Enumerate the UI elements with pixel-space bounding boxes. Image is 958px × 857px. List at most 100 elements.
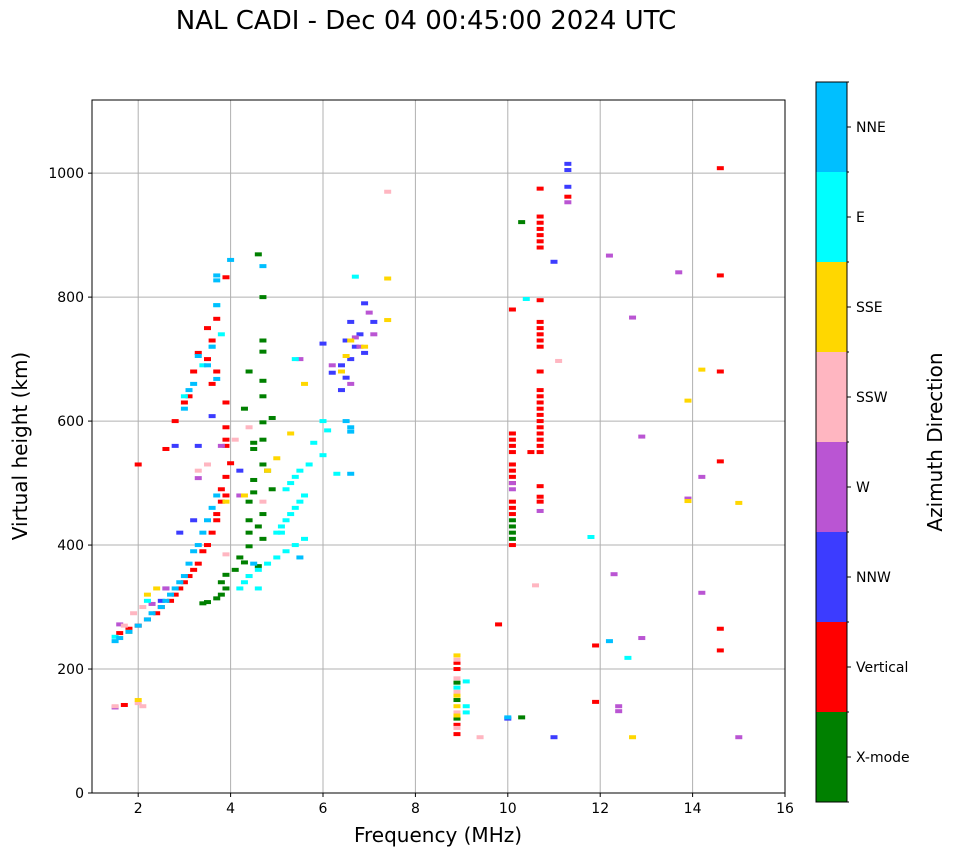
echo-point: [615, 709, 623, 714]
echo-point: [716, 459, 724, 464]
colorbar: X-mode Vertical NNW W SSW SSE E NNE: [815, 81, 910, 803]
echo-point: [522, 296, 530, 301]
echo-point: [162, 598, 170, 603]
echo-point: [111, 704, 119, 709]
echo-point: [190, 381, 198, 386]
echo-point: [624, 655, 632, 660]
echo-point: [273, 456, 281, 461]
echo-point: [370, 319, 378, 324]
colorbar-tick-label: Vertical: [856, 660, 908, 676]
echo-point: [351, 274, 359, 279]
echo-point: [222, 474, 230, 479]
echo-point: [564, 161, 572, 166]
echo-point: [194, 443, 202, 448]
echo-point: [217, 443, 225, 448]
echo-point: [361, 350, 369, 355]
echo-point: [605, 253, 613, 258]
echo-point: [259, 437, 267, 442]
echo-point: [245, 530, 253, 535]
echo-point: [361, 301, 369, 306]
echo-point: [190, 549, 198, 554]
echo-point: [592, 699, 600, 704]
colorbar-tick-label: E: [856, 210, 865, 226]
echo-point: [564, 184, 572, 189]
echo-point: [222, 400, 230, 405]
echo-point: [185, 561, 193, 566]
echo-point: [213, 316, 221, 321]
echo-point: [254, 567, 262, 572]
echo-point: [259, 462, 267, 467]
echo-point: [143, 617, 151, 622]
echo-point: [162, 446, 170, 451]
colorbar-tick-label: NNE: [856, 120, 886, 136]
echo-point: [615, 704, 623, 709]
x-tick-label: 14: [684, 801, 702, 817]
echo-point: [453, 710, 461, 715]
echo-point: [222, 443, 230, 448]
echo-point: [222, 437, 230, 442]
echo-point: [240, 580, 248, 585]
echo-point: [199, 549, 207, 554]
x-axis: 2 4 6 8 10 12 14 16: [134, 793, 794, 817]
echo-point: [453, 732, 461, 737]
echo-point: [536, 484, 544, 489]
echo-point: [167, 598, 175, 603]
echo-point: [153, 611, 161, 616]
echo-point: [199, 601, 207, 606]
echo-point: [365, 310, 373, 315]
echo-point: [199, 363, 207, 368]
echo-point: [508, 536, 516, 541]
echo-point: [301, 536, 309, 541]
echo-point: [167, 592, 175, 597]
echo-point: [277, 524, 285, 529]
echo-point: [217, 592, 225, 597]
echo-point: [120, 702, 128, 707]
echo-point: [296, 499, 304, 504]
echo-point: [296, 357, 304, 362]
echo-point: [171, 586, 179, 591]
echo-point: [518, 220, 526, 225]
echo-point: [208, 338, 216, 343]
echo-point: [250, 440, 258, 445]
echo-point: [171, 592, 179, 597]
echo-point: [337, 363, 345, 368]
echo-point: [245, 369, 253, 374]
echo-point: [199, 530, 207, 535]
echo-point: [508, 518, 516, 523]
echo-point: [282, 549, 290, 554]
colorbar-tick-label: SSW: [856, 390, 888, 406]
echo-point: [134, 462, 142, 467]
echo-point: [222, 493, 230, 498]
echo-point: [190, 567, 198, 572]
echo-point: [536, 220, 544, 225]
echo-point: [351, 344, 359, 349]
echo-point: [532, 583, 540, 588]
echo-point: [185, 574, 193, 579]
echo-point: [453, 680, 461, 685]
echo-point: [204, 600, 211, 605]
echo-point: [116, 631, 124, 636]
y-tick-label: 800: [57, 290, 84, 306]
echo-point: [536, 332, 544, 337]
echo-point: [453, 653, 461, 658]
echo-point: [495, 622, 503, 627]
colorbar-tick-label: W: [856, 480, 870, 496]
echo-point: [508, 431, 516, 436]
echo-point: [194, 354, 202, 359]
echo-point: [139, 704, 147, 709]
echo-point: [185, 394, 193, 399]
echo-point: [508, 474, 516, 479]
echo-point: [213, 596, 221, 601]
echo-point: [536, 344, 544, 349]
echo-point: [291, 543, 299, 548]
echo-point: [208, 381, 216, 386]
echo-point: [536, 508, 544, 513]
colorbar-tick-label: SSE: [856, 300, 883, 316]
echo-point: [116, 636, 124, 641]
echo-point: [194, 543, 202, 548]
echo-point: [328, 370, 336, 375]
echo-point: [287, 431, 295, 436]
echo-point: [536, 400, 544, 405]
echo-point: [453, 693, 461, 698]
series-ssw: [111, 189, 563, 740]
